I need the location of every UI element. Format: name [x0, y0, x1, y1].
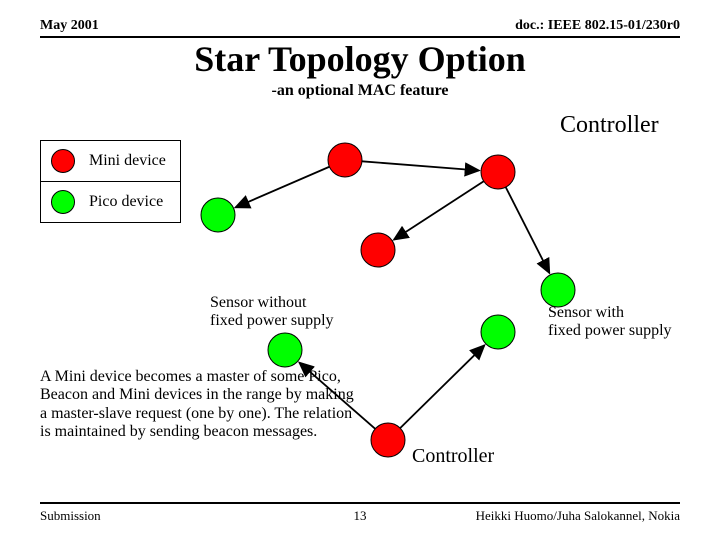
edge	[394, 181, 484, 239]
mini-node	[361, 233, 395, 267]
footer-rule	[40, 502, 680, 504]
controller-label-2: Controller	[412, 445, 494, 468]
slide-header: May 2001 doc.: IEEE 802.15-01/230r0	[40, 18, 680, 34]
pico-node	[481, 315, 515, 349]
edge	[400, 345, 484, 428]
sensor-with-power-line2: fixed power supply	[548, 322, 672, 339]
page-number: 13	[0, 508, 720, 524]
slide-title: Star Topology Option	[0, 38, 720, 80]
sensor-without-power-label: Sensor without fixed power supply	[210, 294, 334, 329]
controller-label-1: Controller	[560, 112, 659, 139]
sensor-with-power-line1: Sensor with	[548, 304, 624, 321]
header-doc: doc.: IEEE 802.15-01/230r0	[515, 18, 680, 34]
pico-node	[201, 198, 235, 232]
edge	[362, 161, 479, 170]
edge	[235, 167, 329, 208]
pico-node	[541, 273, 575, 307]
header-date: May 2001	[40, 18, 99, 34]
mini-node	[328, 143, 362, 177]
body-paragraph: A Mini device becomes a master of some P…	[40, 368, 360, 442]
sensor-without-power-line1: Sensor without	[210, 294, 306, 311]
sensor-without-power-line2: fixed power supply	[210, 312, 334, 329]
pico-node	[268, 333, 302, 367]
sensor-with-power-label: Sensor with fixed power supply	[548, 304, 672, 339]
mini-node	[481, 155, 515, 189]
mini-node	[371, 423, 405, 457]
slide-subtitle: -an optional MAC feature	[0, 82, 720, 100]
edge	[506, 187, 550, 273]
